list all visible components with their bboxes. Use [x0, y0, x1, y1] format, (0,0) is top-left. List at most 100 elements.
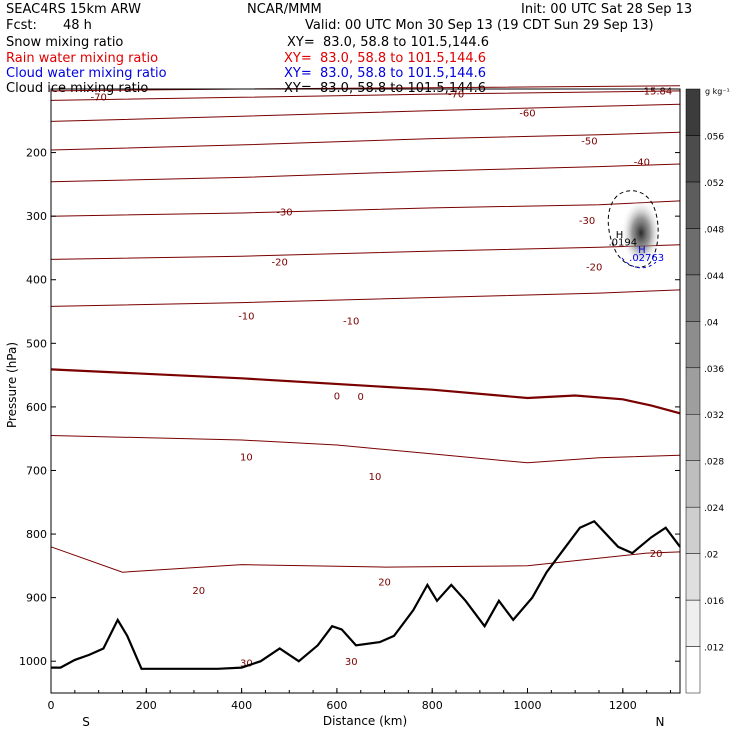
- colorbar-label: .02: [704, 551, 718, 561]
- colorbar-unit: g kg⁻¹: [705, 87, 730, 96]
- contour-label: -40: [634, 157, 650, 168]
- contour-label: 30: [240, 658, 253, 669]
- x-tick-label: 200: [136, 699, 157, 712]
- field-snow-name: Snow mixing ratio: [6, 35, 124, 50]
- x-tick-label: 1000: [514, 699, 542, 712]
- y-axis-label: Pressure (hPa): [5, 342, 19, 428]
- colorbar-swatch: [685, 228, 701, 276]
- contour-label: 30: [345, 657, 358, 668]
- colorbar-label: .028: [704, 458, 724, 468]
- colorbar-swatch: [685, 599, 701, 647]
- colorbar-swatch: [685, 506, 701, 554]
- colorbar-swatch: [685, 646, 701, 694]
- y-tick-label: 900: [26, 592, 47, 605]
- colorbar-label: .044: [704, 272, 724, 282]
- colorbar-label: .056: [704, 132, 724, 142]
- isotherm-7: [50, 289, 681, 307]
- isotherm-1: [50, 90, 681, 101]
- forecast-hours: 48 h: [63, 18, 92, 33]
- isotherm-6: [50, 244, 681, 260]
- colorbar-label: .032: [704, 411, 724, 421]
- colorbar-swatch: [685, 321, 701, 369]
- plot-frame: [50, 88, 681, 694]
- colorbar-swatch: [685, 413, 701, 461]
- colorbar-swatch: [685, 88, 701, 136]
- cloud-ice-shading: [621, 199, 661, 267]
- contour-label: 20: [650, 549, 663, 560]
- y-tick-label: 600: [26, 401, 47, 414]
- isotherm-8: [50, 368, 681, 415]
- isotherm-2: [50, 103, 681, 122]
- colorbar: .012 .016 .02 .024 .028 .032 .036 .04 .044 .048 .0…: [685, 88, 724, 694]
- colorbar-label: .052: [704, 179, 724, 189]
- contour-label: -20: [586, 262, 602, 273]
- field-snow-xy: XY= 83.0, 58.8 to 101.5,144.6: [287, 35, 490, 50]
- contour-label: -30: [579, 216, 595, 227]
- colorbar-swatch: [685, 181, 701, 229]
- contour-label: 0: [334, 391, 340, 402]
- colorbar-label: .012: [704, 644, 724, 654]
- contour-label: 20: [378, 578, 391, 589]
- x-tick-label: 600: [326, 699, 347, 712]
- isotherm-4: [50, 163, 681, 183]
- y-tick-label: 700: [26, 464, 47, 477]
- x-tick-label: 800: [422, 699, 443, 712]
- y-tick-label: 1000: [19, 655, 47, 668]
- cloud-ice-feature: [607, 190, 661, 269]
- y-tick-label: 500: [26, 337, 47, 350]
- contour-label: -60: [519, 109, 535, 120]
- isotherm-5: [50, 200, 681, 217]
- colorbar-swatch: [685, 274, 701, 322]
- contour-label: -10: [238, 311, 254, 322]
- contour-label: -15.84: [640, 86, 672, 97]
- x-tick-label: 1200: [609, 699, 637, 712]
- y-tick-label: 400: [26, 274, 47, 287]
- isotherm-3: [50, 131, 681, 151]
- isotherm-9: [50, 435, 681, 464]
- colorbar-swatch: [685, 135, 701, 183]
- contour-label: -50: [581, 136, 597, 147]
- temperature-contours: [50, 85, 681, 573]
- colorbar-label: .024: [704, 504, 724, 514]
- contour-label: -30: [276, 208, 292, 219]
- colorbar-label: .04: [704, 318, 719, 328]
- south-label: S: [82, 715, 90, 729]
- x-tick-label: 0: [48, 699, 55, 712]
- cloud-annotation: .0194: [608, 238, 637, 249]
- field-cloudwater-xy: XY= 83.0, 58.8 to 101.5,144.6: [284, 66, 487, 81]
- colorbar-label: .036: [704, 365, 724, 375]
- snow-contour: [607, 190, 659, 268]
- colorbar-label: .016: [704, 597, 724, 607]
- contour-label: 20: [192, 586, 205, 597]
- y-tick-label: 800: [26, 528, 47, 541]
- cloud-annotation: H: [616, 230, 624, 241]
- model-title: SEAC4RS 15km ARW: [6, 2, 142, 17]
- y-tick-label: 300: [26, 210, 47, 223]
- forecast-label: Fcst:: [6, 18, 37, 33]
- cloud-water-contour: [621, 257, 657, 269]
- colorbar-swatch: [685, 553, 701, 601]
- contour-label: 10: [240, 452, 253, 463]
- field-rain-xy: XY= 83.0, 58.8 to 101.5,144.6: [284, 51, 487, 66]
- field-cloudwater-name: Cloud water mixing ratio: [6, 66, 167, 81]
- isotherm-10: [50, 546, 681, 573]
- colorbar-swatch: [685, 367, 701, 415]
- contour-label: -10: [343, 316, 359, 327]
- y-tick-label: 200: [26, 147, 47, 160]
- cloud-annotation: H: [638, 245, 646, 256]
- init-time: Init: 00 UTC Sat 28 Sep 13: [521, 2, 693, 17]
- cloud-annotation: .02763: [629, 253, 664, 264]
- field-rain-name: Rain water mixing ratio: [6, 51, 159, 66]
- isotherm-0: [50, 85, 681, 92]
- contour-label: -70: [90, 93, 106, 104]
- contour-label: -70: [448, 89, 464, 100]
- north-label: N: [656, 715, 665, 729]
- x-axis-label: Distance (km): [323, 714, 407, 728]
- contour-labels: -70 -70 -60 -50 -40 -30 -30 -20 -20 -10 -10 0 0 10 10 2…: [90, 86, 672, 669]
- contour-label: 0: [358, 392, 364, 403]
- organization-label: NCAR/MMM: [247, 2, 322, 17]
- colorbar-label: .048: [704, 225, 724, 235]
- terrain-line: [51, 519, 681, 670]
